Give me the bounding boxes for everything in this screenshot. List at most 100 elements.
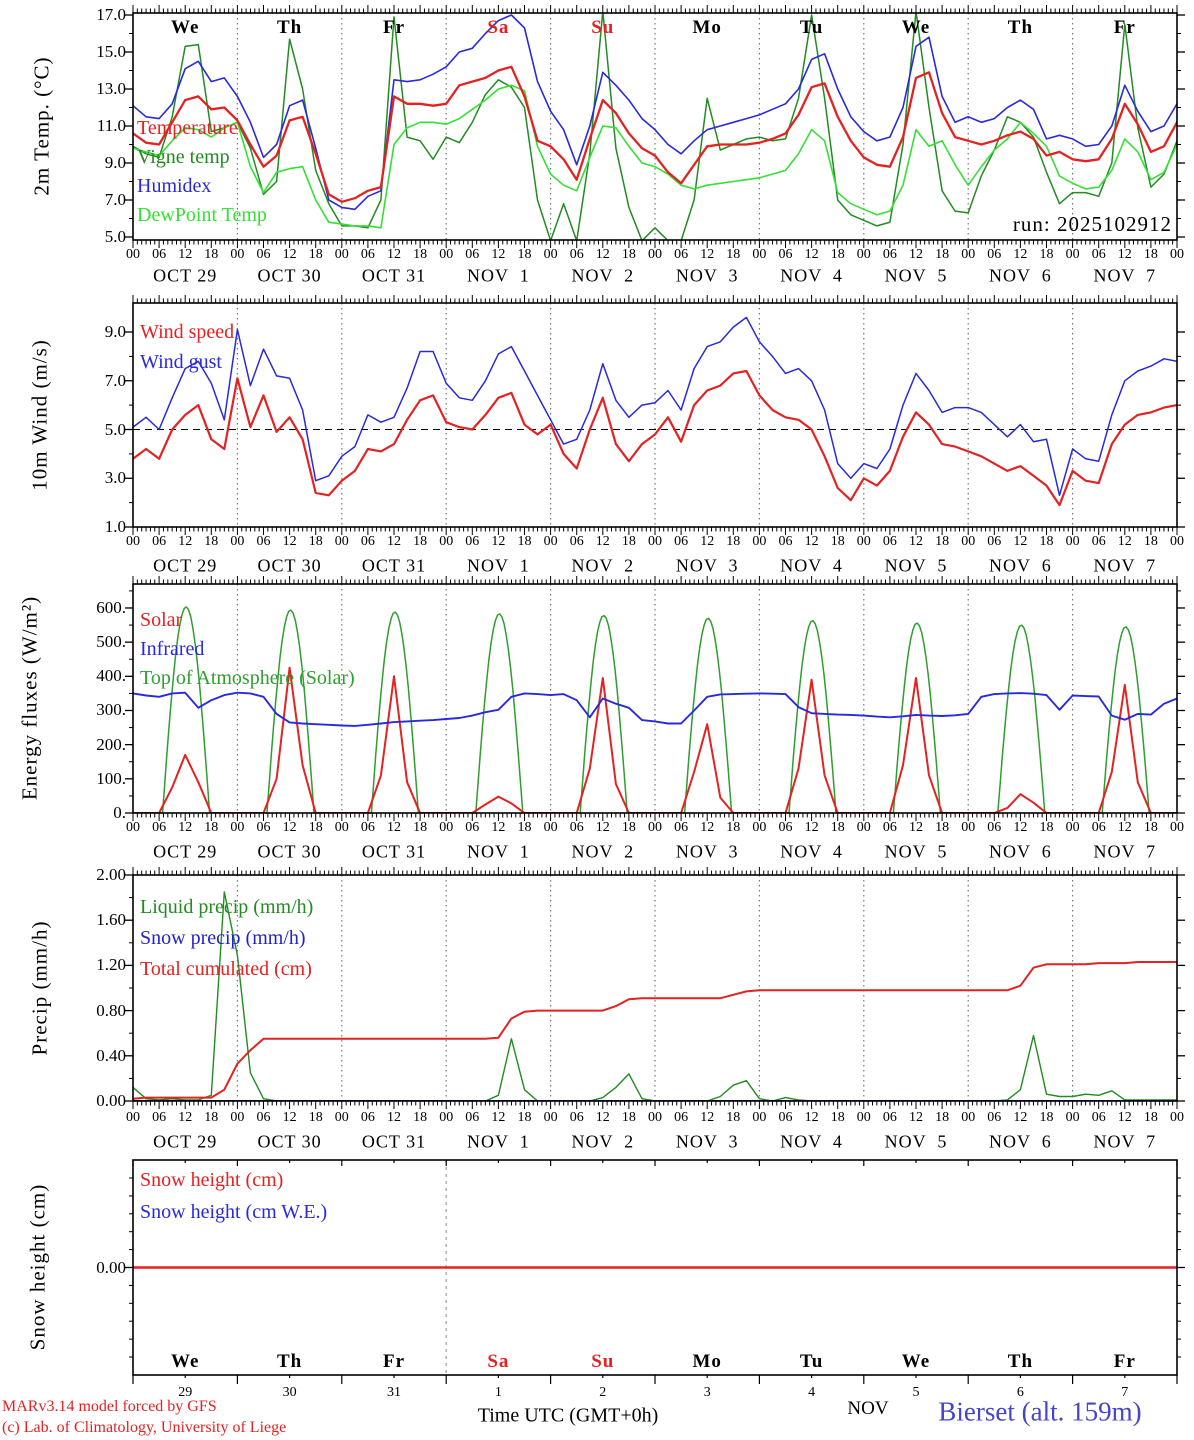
y-tick-label: 600. (96, 597, 126, 617)
hour-tick-label: 18 (1143, 1110, 1158, 1125)
hour-tick-label: 00 (752, 534, 767, 549)
y-tick-label: 400. (96, 666, 126, 686)
y-tick-label: 5.0 (104, 419, 126, 439)
day-name-label: Th (1007, 17, 1034, 38)
date-label: OCT 30 (257, 555, 322, 576)
date-label: OCT 29 (153, 555, 218, 576)
hour-tick-label: 06 (152, 534, 167, 549)
hour-tick-label: 18 (1143, 247, 1158, 262)
hour-tick-label: 12 (1117, 820, 1132, 835)
legend-item: Liquid precip (mm/h) (140, 896, 314, 918)
hour-tick-label: 00 (543, 1110, 558, 1125)
hour-tick-label: 12 (595, 247, 610, 262)
day-name-label: We (901, 17, 931, 38)
hour-tick-label: 06 (1091, 534, 1106, 549)
legend-item: Snow height (cm W.E.) (140, 1201, 328, 1223)
hour-tick-label: 12 (178, 534, 193, 549)
date-label: OCT 31 (361, 841, 427, 862)
hour-tick-label: 00 (439, 247, 454, 262)
hour-tick-label: 12 (700, 247, 715, 262)
y-tick-label: 15.0 (96, 42, 126, 61)
day-number-label: 4 (808, 1385, 816, 1400)
date-label: OCT 29 (153, 1131, 218, 1152)
hour-tick-label: 06 (674, 247, 689, 262)
hour-tick-label: 00 (543, 820, 558, 835)
date-label: NOV 7 (1093, 841, 1157, 862)
hour-tick-label: 12 (491, 534, 506, 549)
hour-tick-label: 12 (1013, 534, 1028, 549)
model-credit-line: MARv3.14 model forced by GFS (2, 1398, 217, 1415)
day-number-label: 5 (912, 1385, 920, 1400)
hour-tick-label: 18 (1039, 534, 1054, 549)
hour-tick-label: 00 (334, 1110, 349, 1125)
hour-tick-label: 12 (804, 820, 819, 835)
lab-credit-line: (c) Lab. of Climatology, University of L… (2, 1419, 287, 1436)
hour-tick-label: 18 (935, 1110, 950, 1125)
day-name-label: We (901, 1351, 931, 1372)
hour-tick-label: 06 (882, 1110, 897, 1125)
y-tick-label: 7.0 (104, 190, 126, 209)
hour-tick-label: 00 (126, 247, 140, 262)
hour-tick-label: 00 (1065, 1110, 1080, 1125)
hour-tick-label: 06 (987, 1110, 1002, 1125)
legend-item: Vigne temp (137, 146, 230, 168)
y-tick-label: 13.0 (96, 79, 126, 98)
y-axis-label-precip: Precip (mm/h) (27, 920, 52, 1056)
hour-tick-label: 12 (387, 1110, 401, 1125)
day-number-label: 2 (599, 1385, 607, 1400)
day-name-label: Su (591, 1351, 615, 1372)
hour-tick-label: 06 (465, 247, 480, 262)
hour-tick-label: 12 (1013, 1110, 1028, 1125)
date-label: NOV 5 (884, 265, 948, 286)
date-label: NOV 4 (780, 1131, 843, 1152)
hour-tick-label: 00 (230, 1110, 245, 1125)
hour-tick-label: 18 (308, 534, 323, 549)
date-label: OCT 31 (361, 555, 427, 576)
hour-tick-label: 12 (282, 247, 297, 262)
hour-tick-label: 18 (413, 534, 428, 549)
date-label: NOV 1 (467, 555, 530, 576)
hour-tick-label: 00 (856, 247, 871, 262)
y-tick-label: 200. (96, 734, 126, 754)
date-label: NOV 7 (1093, 555, 1157, 576)
hour-tick-label: 00 (439, 1110, 454, 1125)
hour-tick-label: 18 (830, 820, 845, 835)
hour-tick-label: 06 (569, 820, 584, 835)
y-tick-label: 17.0 (96, 5, 126, 24)
day-name-label: Su (591, 17, 615, 38)
date-label: NOV 3 (675, 555, 739, 576)
hour-tick-label: 12 (1117, 1110, 1132, 1125)
month-label: NOV (847, 1398, 889, 1419)
hour-tick-label: 18 (413, 1110, 428, 1125)
hour-tick-label: 18 (621, 1110, 636, 1125)
hour-tick-label: 00 (334, 247, 349, 262)
hour-tick-label: 18 (1039, 247, 1054, 262)
hour-tick-label: 18 (1039, 820, 1054, 835)
y-axis-label-energy: Energy fluxes (W/m²) (17, 595, 42, 801)
date-label: NOV 7 (1093, 265, 1157, 286)
x-axis-title: Time UTC (GMT+0h) (477, 1404, 659, 1427)
day-name-label: Fr (382, 1351, 406, 1372)
hour-tick-label: 12 (178, 247, 193, 262)
y-tick-label: 0.00 (96, 1091, 126, 1110)
y-tick-label: 500. (96, 632, 126, 652)
hour-tick-label: 00 (752, 247, 767, 262)
hour-tick-label: 18 (935, 820, 950, 835)
hour-tick-label: 00 (126, 820, 140, 835)
y-axis-label-wind: 10m Wind (m/s) (27, 339, 52, 491)
hour-tick-label: 00 (1170, 1110, 1184, 1125)
y-axis-label-snow: Snow height (cm) (25, 1183, 50, 1351)
day-number-label: 30 (282, 1385, 297, 1400)
date-label: OCT 29 (153, 265, 218, 286)
hour-tick-label: 18 (1143, 820, 1158, 835)
hour-tick-label: 06 (987, 534, 1002, 549)
date-label: NOV 2 (571, 555, 635, 576)
hour-tick-label: 00 (856, 820, 871, 835)
hour-tick-label: 12 (178, 1110, 193, 1125)
hour-tick-label: 12 (700, 1110, 715, 1125)
day-number-label: 3 (703, 1385, 711, 1400)
date-label: NOV 5 (884, 841, 948, 862)
y-tick-label: 7.0 (104, 370, 126, 390)
day-name-label: Tu (799, 1351, 824, 1372)
